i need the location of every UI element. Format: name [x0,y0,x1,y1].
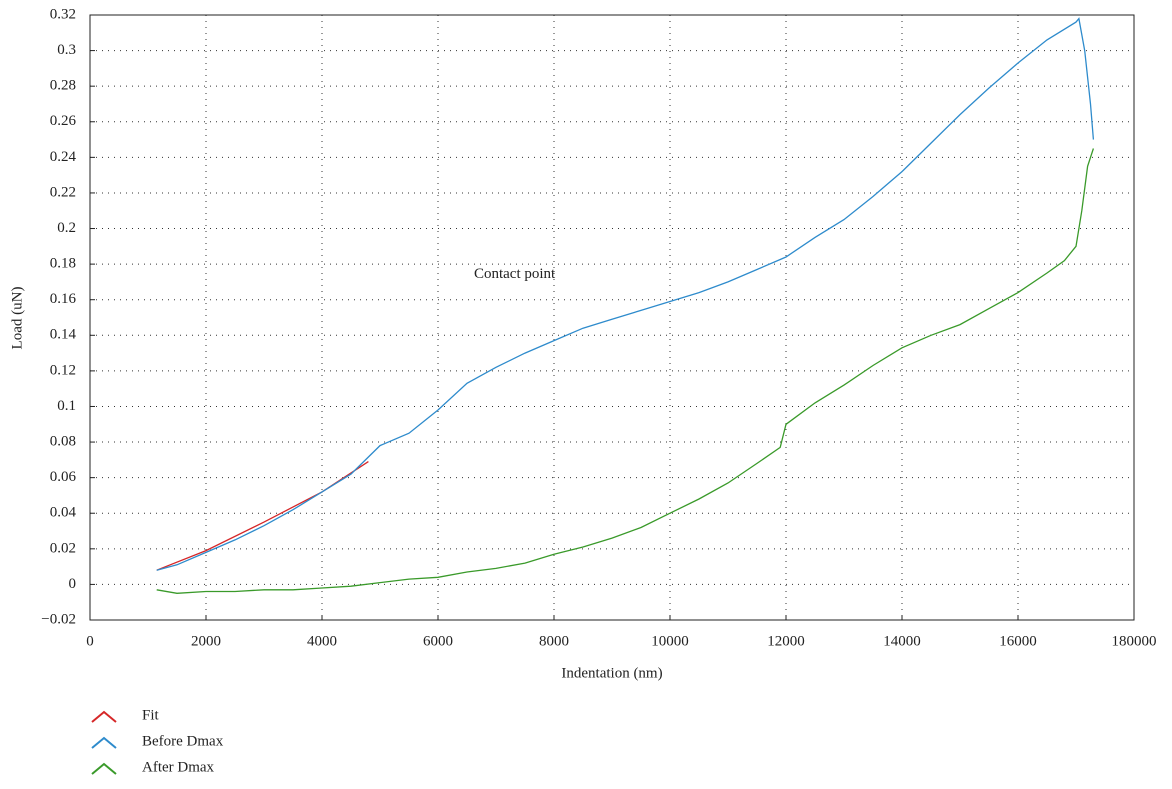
y-tick-label: 0.18 [50,256,76,272]
plot-frame [89,14,1135,621]
y-tick-label: −0.02 [41,611,76,627]
line-series [156,148,1095,594]
line-series [156,17,1095,571]
x-tick-label: 4000 [307,633,337,649]
legend-icon [91,710,117,723]
y-tick-label: 0.16 [50,291,77,307]
y-tick-label: 0.24 [50,149,77,165]
y-tick-label: 0.02 [50,540,76,556]
legend-label: Fit [142,707,160,723]
x-tick-label: 16000 [999,633,1037,649]
annotation: Contact point [474,266,556,282]
x-tick-label: 10000 [651,633,689,649]
y-tick-label: 0 [69,576,77,592]
x-tick-label: 14000 [883,633,921,649]
legend-label: Before Dmax [142,733,224,749]
legend-label: After Dmax [142,759,215,775]
x-tick-label: 8000 [539,633,569,649]
y-tick-label: 0.08 [50,433,76,449]
x-tick-label: 180000 [1112,633,1157,649]
y-axis-label: Load (uN) [9,287,25,350]
x-tick-label: 12000 [767,633,805,649]
y-tick-label: 0.06 [50,469,77,485]
y-tick-label: 0.28 [50,78,76,94]
y-tick-label: 0.3 [57,42,76,58]
y-tick-label: 0.2 [57,220,76,236]
y-tick-label: 0.22 [50,184,76,200]
y-tick-label: 0.32 [50,6,76,22]
y-tick-label: 0.04 [50,505,77,521]
y-tick-label: 0.12 [50,362,76,378]
x-tick-label: 0 [86,633,94,649]
x-axis-label: Indentation (nm) [561,665,662,681]
y-tick-label: 0.14 [50,327,77,343]
y-tick-label: 0.26 [50,113,77,129]
legend-icon [91,762,117,775]
y-tick-label: 0.1 [57,398,76,414]
x-tick-label: 2000 [191,633,221,649]
legend-icon [91,736,117,749]
x-tick-label: 6000 [423,633,453,649]
